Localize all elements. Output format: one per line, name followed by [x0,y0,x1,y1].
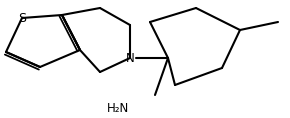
Text: H₂N: H₂N [107,101,129,114]
Text: N: N [126,51,134,65]
Text: S: S [18,11,26,25]
